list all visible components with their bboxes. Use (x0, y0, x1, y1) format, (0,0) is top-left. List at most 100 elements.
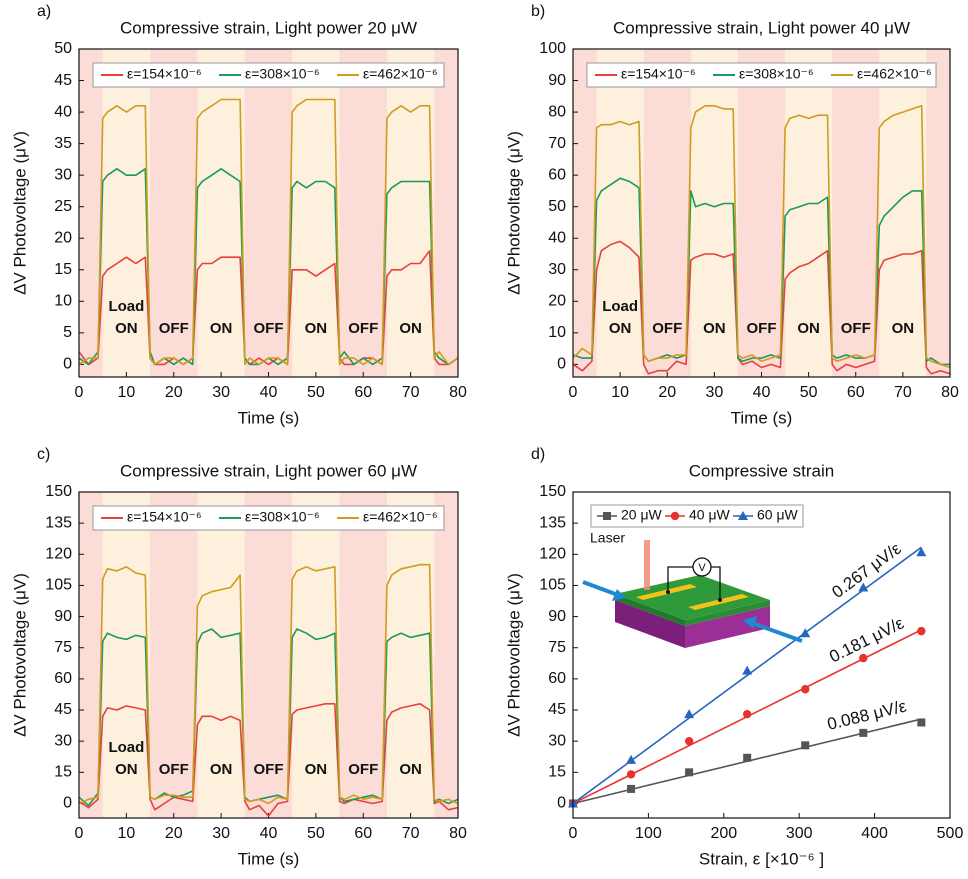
y-tick-label: 105 (45, 577, 72, 594)
plot-frame (572, 48, 951, 378)
legend-box (590, 504, 804, 528)
x-axis-label: Time (s) (238, 849, 300, 868)
series-line (572, 105, 951, 369)
y-axis-label: ΔV Photovoltage (μV) (504, 573, 523, 737)
x-axis-label: Strain, ε [×10⁻⁶ ] (699, 849, 824, 868)
chart-title: Compressive strain, Light power 40 μW (613, 18, 910, 37)
legend-label: ε=154×10⁻⁶ (127, 509, 202, 525)
y-axis-label: ΔV Photovoltage (μV) (504, 131, 523, 295)
x-tick-label: 10 (117, 825, 135, 842)
on-region (596, 49, 644, 377)
state-label: ON (399, 320, 422, 337)
x-tick-label: 20 (165, 384, 183, 401)
y-tick-label: 35 (54, 135, 72, 152)
x-tick-label: 50 (800, 384, 818, 401)
x-axis-label: Time (s) (238, 408, 300, 427)
marker (859, 728, 868, 737)
state-label: ON (399, 761, 422, 778)
y-tick-label: 15 (54, 764, 72, 781)
y-tick-label: 90 (548, 608, 566, 625)
x-tick-label: 0 (569, 825, 578, 842)
marker (742, 709, 752, 719)
y-tick-label: 40 (54, 103, 72, 120)
y-tick-label: 135 (539, 514, 566, 531)
voltmeter (692, 557, 712, 577)
x-tick-label: 100 (635, 825, 662, 842)
y-tick-label: 150 (45, 483, 72, 500)
x-tick-label: 40 (260, 384, 278, 401)
legend-label: ε=462×10⁻⁶ (363, 509, 438, 525)
series-line (572, 240, 951, 375)
y-tick-label: 20 (54, 229, 72, 246)
chart-title: Compressive strain, Light power 60 μW (120, 461, 417, 480)
wire (667, 566, 693, 592)
marker (858, 582, 869, 592)
x-tick-label: 20 (165, 825, 183, 842)
y-tick-label: 30 (548, 261, 566, 278)
x-tick-label: 300 (786, 825, 813, 842)
y-tick-label: 15 (54, 261, 72, 278)
series-line (78, 563, 459, 805)
legend-label: ε=462×10⁻⁶ (363, 66, 438, 82)
contact (718, 598, 722, 602)
x-tick-label: 0 (75, 825, 84, 842)
state-label: ON (703, 320, 726, 337)
series-line (78, 250, 459, 366)
state-label: Load (108, 739, 144, 756)
meter-label: V (698, 562, 706, 574)
legend-label: ε=154×10⁻⁶ (127, 66, 202, 82)
on-region (690, 49, 738, 377)
legend-box (92, 62, 445, 88)
state-label: OFF (254, 761, 284, 778)
marker (685, 768, 694, 777)
x-tick-label: 60 (354, 384, 372, 401)
on-region (197, 492, 245, 818)
y-tick-label: 120 (539, 546, 566, 563)
x-tick-label: 70 (402, 825, 420, 842)
x-tick-label: 80 (449, 384, 467, 401)
y-tick-label: 80 (548, 103, 566, 120)
x-tick-label: 30 (705, 384, 723, 401)
panel-label: c) (37, 446, 50, 463)
y-tick-label: 0 (63, 795, 72, 812)
force-arrow (582, 580, 619, 597)
on-region (386, 492, 435, 818)
legend-label: 40 μW (689, 507, 731, 523)
x-tick-label: 70 (894, 384, 912, 401)
plot-frame (78, 48, 459, 378)
film-top (615, 575, 770, 620)
state-label: ON (115, 320, 138, 337)
y-axis-label: ΔV Photovoltage (μV) (10, 131, 29, 295)
y-tick-label: 15 (548, 764, 566, 781)
on-region (785, 49, 833, 377)
x-tick-label: 60 (354, 825, 372, 842)
state-label: ON (115, 761, 138, 778)
slope-label: 0.088 μV/ε (825, 696, 908, 734)
state-label: OFF (841, 320, 871, 337)
marker (800, 628, 811, 638)
state-label: ON (305, 761, 328, 778)
y-tick-label: 150 (539, 483, 566, 500)
device-inset: Laser V (582, 530, 803, 648)
state-label: Load (108, 298, 144, 315)
y-tick-label: 105 (539, 577, 566, 594)
y-tick-label: 120 (45, 546, 72, 563)
state-label: ON (305, 320, 328, 337)
x-tick-label: 80 (941, 384, 959, 401)
y-axis-label: ΔV Photovoltage (μV) (10, 573, 29, 737)
series-line (78, 703, 459, 817)
y-tick-label: 70 (548, 135, 566, 152)
film-front (615, 594, 685, 626)
legend-label: ε=308×10⁻⁶ (245, 509, 320, 525)
y-tick-label: 60 (548, 166, 566, 183)
y-tick-label: 50 (548, 198, 566, 215)
state-label: OFF (159, 320, 189, 337)
marker (684, 709, 695, 719)
x-tick-label: 0 (569, 384, 578, 401)
laser-label: Laser (590, 530, 625, 546)
state-label: OFF (652, 320, 682, 337)
y-tick-label: 90 (548, 72, 566, 89)
marker (627, 784, 636, 793)
fit-line (572, 546, 922, 805)
